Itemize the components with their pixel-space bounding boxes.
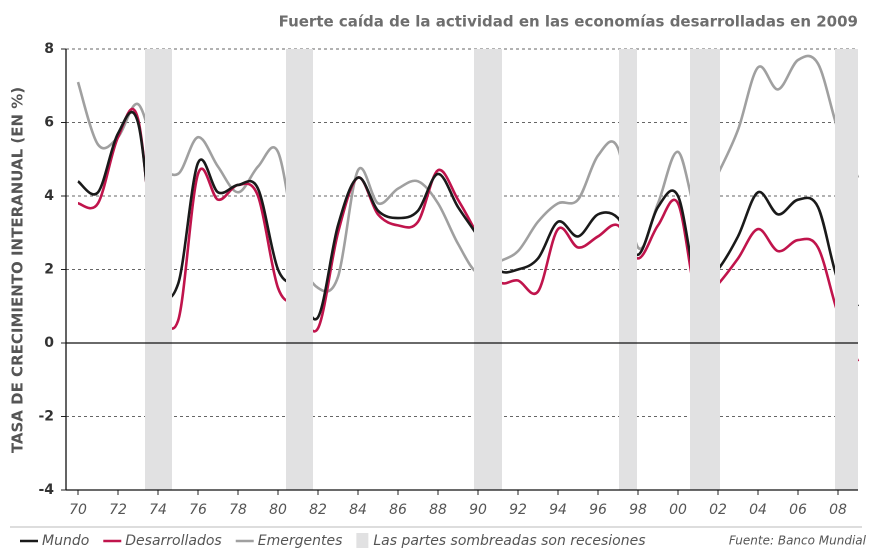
recession-band (145, 49, 172, 490)
series-line (77, 111, 860, 321)
legend-label: Mundo (42, 533, 89, 549)
y-tick-label: -2 (38, 409, 54, 425)
x-tick-label: 92 (509, 502, 527, 518)
legend-label: Desarrollados (125, 533, 221, 549)
source-note: Fuente: Banco Mundial (729, 534, 867, 548)
x-tick-label: 88 (429, 502, 447, 518)
recession-band (619, 49, 637, 490)
x-tick-label: 76 (189, 502, 207, 518)
x-tick-label: 74 (149, 502, 167, 518)
x-tick-label: 80 (269, 502, 287, 518)
recession-band (690, 49, 720, 490)
x-tick-label: 78 (229, 502, 247, 518)
y-tick-label: 0 (44, 335, 54, 351)
series-line (77, 107, 860, 362)
legend-swatch (356, 533, 369, 548)
x-tick-label: 72 (109, 502, 127, 518)
x-tick-label: 04 (749, 502, 767, 518)
y-tick-label: -4 (38, 482, 54, 498)
y-tick-label: 6 (44, 115, 54, 131)
y-tick-label: 8 (44, 41, 54, 57)
recession-band (835, 49, 858, 490)
x-tick-label: 86 (389, 502, 407, 518)
recession-band (286, 49, 313, 490)
chart-title: Fuerte caída de la actividad en las econ… (279, 13, 858, 31)
x-tick-label: 94 (549, 502, 567, 518)
x-tick-label: 02 (709, 502, 727, 518)
y-axis-label: TASA DE CRECIMIENTO INTERANUAL (EN %) (9, 87, 27, 453)
x-tick-label: 90 (469, 502, 487, 518)
recession-band (474, 49, 502, 490)
y-tick-label: 2 (44, 262, 54, 278)
series-line (76, 54, 860, 293)
x-tick-label: 08 (829, 502, 847, 518)
x-tick-label: 00 (669, 502, 687, 518)
x-tick-label: 84 (349, 502, 367, 518)
x-tick-label: 70 (69, 502, 87, 518)
x-tick-label: 96 (589, 502, 607, 518)
x-tick-label: 98 (629, 502, 647, 518)
x-tick-label: 06 (789, 502, 807, 518)
x-tick-label: 82 (309, 502, 327, 518)
legend-label: Emergentes (258, 533, 343, 549)
legend-label: Las partes sombreadas son recesiones (373, 533, 645, 549)
y-tick-label: 4 (44, 188, 54, 204)
